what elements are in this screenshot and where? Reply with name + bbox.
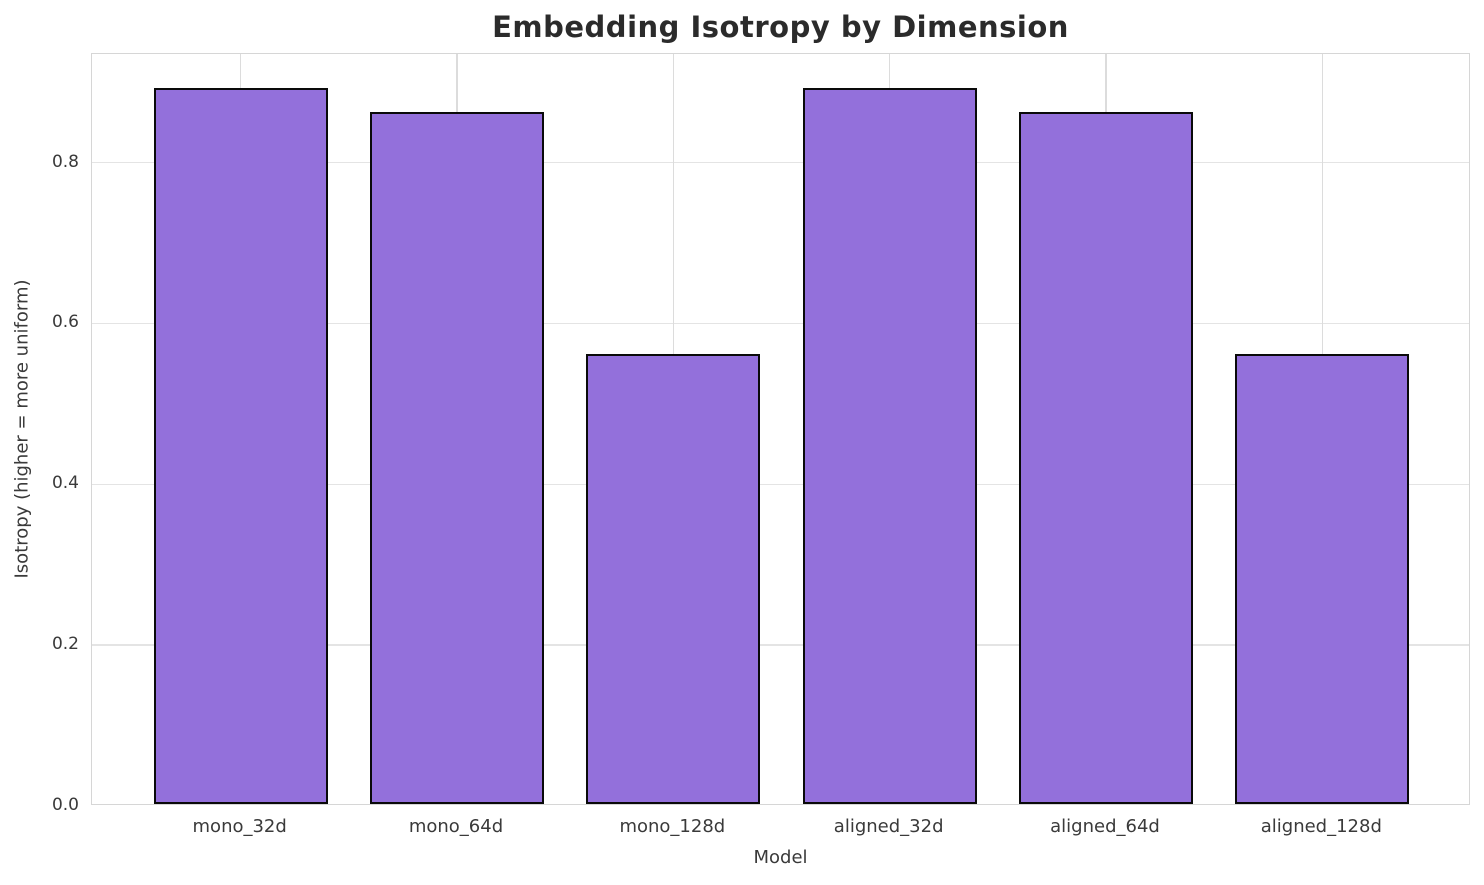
chart-title: Embedding Isotropy by Dimension [492, 10, 1069, 44]
bar-aligned_128d [1235, 353, 1410, 804]
y-tick-label: 0.0 [51, 795, 79, 815]
y-tick-label: 0.8 [51, 151, 79, 172]
x-tick-label: mono_32d [192, 816, 287, 837]
bar-mono_64d [370, 112, 544, 804]
y-tick-label: 0.2 [51, 634, 79, 655]
y-gridline [92, 644, 1469, 646]
x-tick-label: mono_128d [619, 816, 726, 837]
x-axis-label: Model [753, 847, 808, 868]
bar-aligned_32d [802, 88, 977, 804]
y-gridline [92, 322, 1469, 325]
bar-mono_32d [153, 88, 328, 804]
x-tick-label: aligned_128d [1260, 816, 1382, 837]
bar-mono_128d [586, 353, 761, 804]
plot-area [91, 53, 1470, 805]
y-gridline [92, 161, 1469, 164]
y-gridline [92, 483, 1469, 486]
y-tick-label: 0.4 [51, 473, 79, 494]
y-tick-label: 0.6 [51, 312, 79, 333]
x-tick-label: aligned_64d [1050, 816, 1160, 837]
bar-aligned_64d [1018, 112, 1193, 804]
x-tick-label: mono_64d [408, 816, 504, 837]
x-tick-label: aligned_32d [833, 816, 944, 837]
